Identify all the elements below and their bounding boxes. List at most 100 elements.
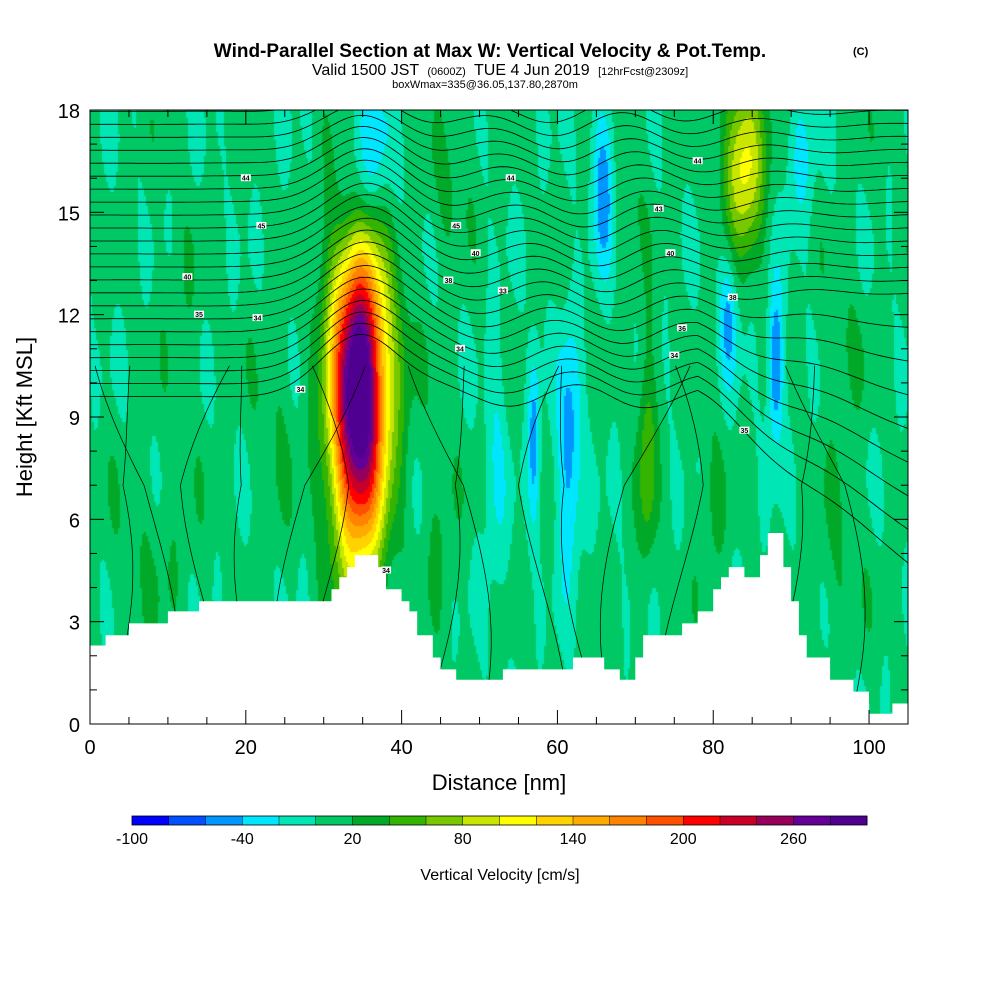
theta-contour-line xyxy=(90,241,908,306)
colorbar-swatch xyxy=(756,816,794,825)
theta-contour-line xyxy=(407,365,492,724)
theta-contour-line xyxy=(424,365,465,724)
theta-contour-line xyxy=(518,365,570,724)
theta-contour-line xyxy=(90,288,908,429)
theta-contour-line xyxy=(90,311,908,497)
contour-label-bg xyxy=(455,344,466,352)
contour-label: 45 xyxy=(257,223,265,230)
colorbar-swatch xyxy=(683,816,721,825)
colorbar-swatch xyxy=(242,816,280,825)
contour-label: 43 xyxy=(655,206,663,213)
y-tick-label: 18 xyxy=(58,101,80,123)
chart-title-mark: (C) xyxy=(853,46,869,58)
colorbar-swatch xyxy=(389,816,427,825)
y-tick-label: 3 xyxy=(69,613,80,635)
theta-contour-line xyxy=(90,205,908,267)
chart-subtitle: Valid 1500 JST (0600Z) TUE 4 Jun 2019 [1… xyxy=(312,62,688,79)
contour-label-bg xyxy=(727,293,738,301)
theta-contour-line xyxy=(90,110,908,150)
contour-label: 34 xyxy=(670,353,678,360)
colorbar-tick-label: -100 xyxy=(116,831,148,848)
y-tick-label: 0 xyxy=(69,715,80,737)
colorbar: -100 -40 20 80 140 200 260 xyxy=(116,815,868,848)
theta-contour-line xyxy=(90,110,908,137)
terrain xyxy=(90,533,908,724)
contour-label-bg xyxy=(256,221,267,229)
subtitle-date: TUE 4 Jun 2019 xyxy=(474,62,590,79)
contour-label: 38 xyxy=(729,295,737,302)
contour-labels: 44 45 40 35 34 34 44 45 40 38 33 34 44 43 40 38 36 34 35 34 xyxy=(182,157,750,575)
theta-contour-line xyxy=(90,114,908,163)
contour-label-bg xyxy=(739,426,750,434)
theta-contour-line xyxy=(90,322,908,530)
contour-label-bg xyxy=(443,276,454,284)
contour-label: 38 xyxy=(444,278,452,285)
contour-label: 35 xyxy=(741,428,749,435)
contour-label: 34 xyxy=(254,316,262,323)
colorbar-swatch xyxy=(352,816,390,825)
colorbar-swatch xyxy=(573,816,611,825)
x-axis-label: Distance [nm] xyxy=(432,770,567,795)
colorbar-swatch xyxy=(793,816,831,825)
colorbar-swatch xyxy=(536,816,574,825)
theta-contour-line xyxy=(90,334,908,564)
x-tick-label: 100 xyxy=(852,737,885,759)
colorbar-swatch xyxy=(609,816,647,825)
contour-label: 40 xyxy=(472,251,480,258)
colorbar-swatch xyxy=(646,816,684,825)
theta-contour-line xyxy=(90,276,908,396)
contour-label-bg xyxy=(470,249,481,257)
contour-label-bg xyxy=(669,351,680,359)
contour-label: 44 xyxy=(242,176,250,183)
y-tick-label: 12 xyxy=(58,306,80,328)
theta-contour-line xyxy=(90,253,908,328)
contour-label: 44 xyxy=(507,176,515,183)
y-axis-label: Height [Kft MSL] xyxy=(12,337,37,497)
contour-label: 33 xyxy=(499,288,507,295)
contour-label-bg xyxy=(381,566,392,574)
y-tick-label: 9 xyxy=(69,408,80,430)
contour-label-bg xyxy=(653,204,664,212)
contour-label-bg xyxy=(240,174,251,182)
contour-label: 34 xyxy=(456,346,464,353)
colorbar-tick-label: 20 xyxy=(344,831,362,848)
theta-contour-line xyxy=(90,137,908,189)
colorbar-swatch xyxy=(462,816,500,825)
y-tick-label: 6 xyxy=(69,510,80,532)
contour-label: 36 xyxy=(678,326,686,333)
theta-contour-line xyxy=(90,171,908,228)
contour-label-bg xyxy=(295,385,306,393)
contour-label: 44 xyxy=(694,159,702,166)
theta-contour-line xyxy=(90,194,908,254)
colorbar-swatch xyxy=(830,816,868,825)
contour-label-bg xyxy=(665,249,676,257)
theta-contour-line xyxy=(785,365,866,724)
theta-contour-line xyxy=(90,125,908,176)
colorbar-swatch xyxy=(720,816,758,825)
colorbar-tick-label: 200 xyxy=(670,831,697,848)
colorbar-tick-label: 80 xyxy=(454,831,472,848)
y-tick-label: 15 xyxy=(58,203,80,225)
subtitle-forecast: [12hrFcst@2309z] xyxy=(598,66,688,78)
theta-contour-line xyxy=(90,300,908,463)
colorbar-swatch xyxy=(499,816,537,825)
contour-label-bg xyxy=(182,273,193,281)
contour-label: 34 xyxy=(296,387,304,394)
theta-contour-line xyxy=(90,229,908,293)
colorbar-swatch xyxy=(279,816,317,825)
contour-label: 34 xyxy=(382,568,390,575)
contour-label: 40 xyxy=(666,251,674,258)
theta-contours xyxy=(90,110,908,724)
contour-label-bg xyxy=(505,174,516,182)
subtitle-utc: (0600Z) xyxy=(427,66,466,78)
x-tick-label: 0 xyxy=(84,737,95,759)
subtitle-valid: Valid 1500 JST xyxy=(312,62,420,79)
x-tick-label: 80 xyxy=(702,737,724,759)
theta-contour-line xyxy=(90,217,908,280)
x-tick-label: 60 xyxy=(546,737,568,759)
contour-label: 40 xyxy=(183,275,191,282)
theta-contour-line xyxy=(90,110,908,124)
contour-label-bg xyxy=(497,286,508,294)
